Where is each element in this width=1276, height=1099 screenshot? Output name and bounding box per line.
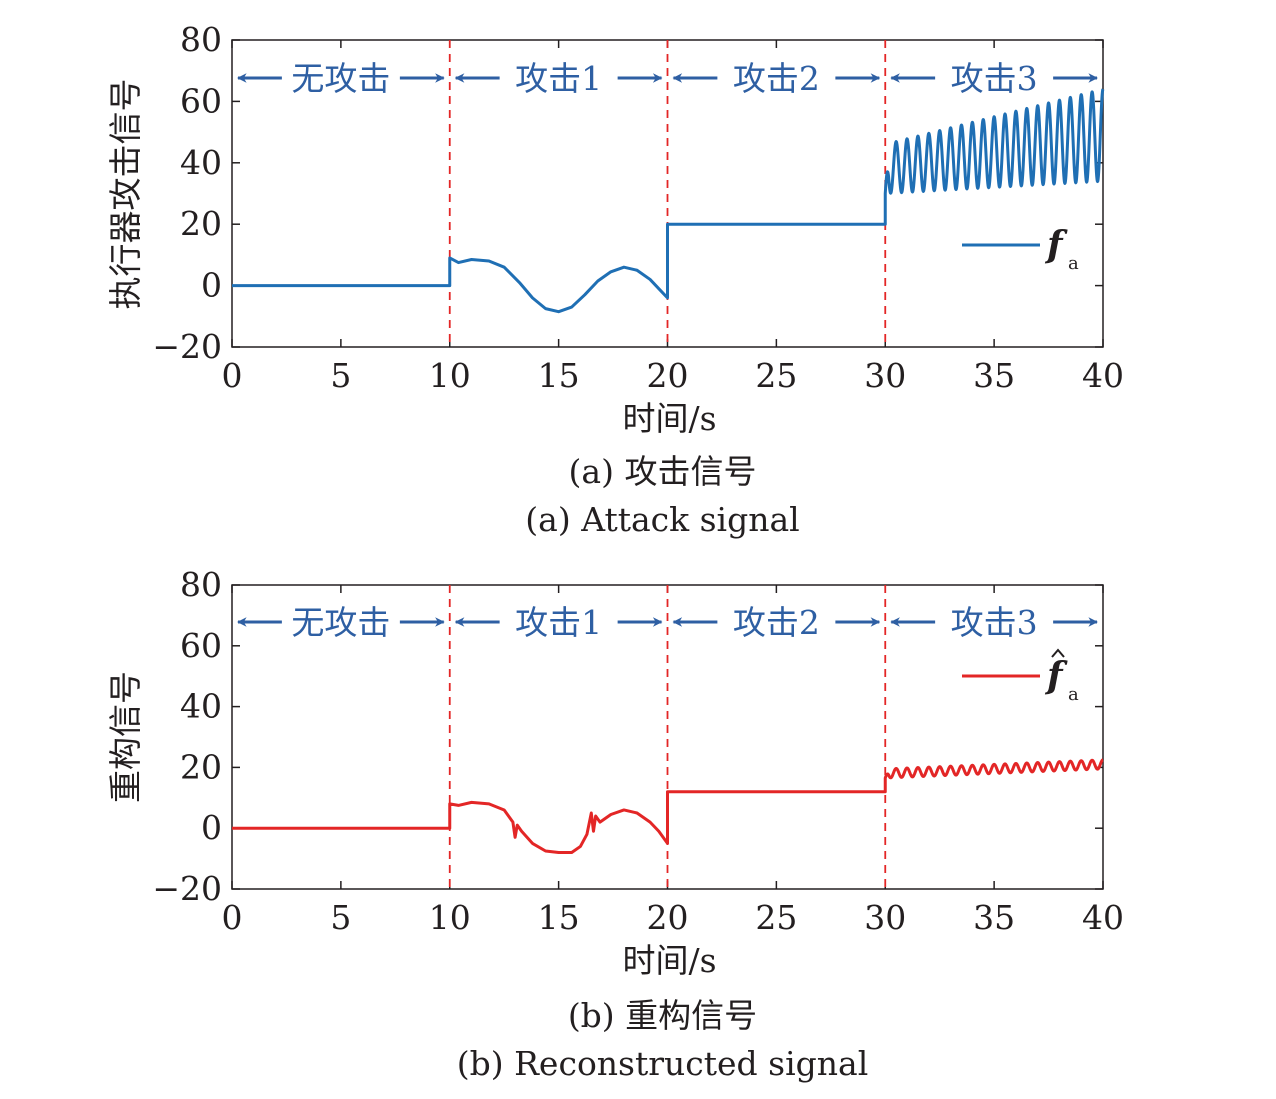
x-tick-label: 0	[222, 356, 243, 395]
y-tick-label: 20	[180, 747, 222, 786]
x-tick-label: 25	[755, 356, 797, 395]
x-tick-label: 20	[647, 356, 689, 395]
y-axis-title: 执行器攻击信号	[106, 79, 145, 310]
y-tick-label: 60	[180, 626, 222, 665]
y-tick-label: 40	[180, 143, 222, 182]
x-axis-title: 时间/s	[622, 399, 716, 438]
legend-label: f	[1044, 224, 1068, 266]
region-label: 攻击2	[733, 603, 820, 642]
region-label: 攻击3	[951, 603, 1038, 642]
y-tick-label: 20	[180, 204, 222, 243]
x-tick-label: 5	[330, 898, 351, 937]
x-tick-label: 40	[1082, 356, 1124, 395]
y-tick-label: −20	[152, 869, 222, 908]
series-line	[232, 88, 1105, 314]
x-tick-label: 15	[538, 898, 580, 937]
caption-english: (a) Attack signal	[525, 500, 799, 539]
series-line	[232, 758, 1105, 855]
region-label: 攻击1	[515, 59, 602, 98]
caption-chinese: (a) 攻击信号	[569, 452, 757, 491]
x-tick-label: 15	[538, 356, 580, 395]
x-tick-label: 5	[330, 356, 351, 395]
y-tick-label: 80	[180, 20, 222, 59]
y-tick-label: 0	[201, 266, 222, 305]
region-label: 攻击2	[733, 59, 820, 98]
x-tick-label: 10	[429, 356, 471, 395]
x-tick-label: 25	[755, 898, 797, 937]
legend-hat-icon	[1051, 648, 1065, 658]
x-axis-title: 时间/s	[622, 941, 716, 980]
x-tick-label: 40	[1082, 898, 1124, 937]
caption-chinese: (b) 重构信号	[568, 996, 757, 1035]
y-tick-label: −20	[152, 327, 222, 366]
y-tick-label: 80	[180, 565, 222, 604]
legend-label: f	[1044, 655, 1068, 697]
region-label: 攻击3	[951, 59, 1038, 98]
region-label: 无攻击	[291, 603, 390, 642]
x-tick-label: 35	[973, 898, 1015, 937]
x-tick-label: 35	[973, 356, 1015, 395]
y-axis-title: 重构信号	[106, 671, 145, 803]
x-tick-label: 10	[429, 898, 471, 937]
legend-subscript: a	[1068, 684, 1079, 705]
x-tick-label: 20	[647, 898, 689, 937]
x-tick-label: 30	[864, 356, 906, 395]
region-label: 无攻击	[291, 59, 390, 98]
x-tick-label: 0	[222, 898, 243, 937]
x-tick-label: 30	[864, 898, 906, 937]
caption-english: (b) Reconstructed signal	[457, 1044, 869, 1083]
y-tick-label: 60	[180, 81, 222, 120]
legend-subscript: a	[1068, 253, 1079, 274]
y-tick-label: 40	[180, 687, 222, 726]
y-tick-label: 0	[201, 808, 222, 847]
region-label: 攻击1	[515, 603, 602, 642]
